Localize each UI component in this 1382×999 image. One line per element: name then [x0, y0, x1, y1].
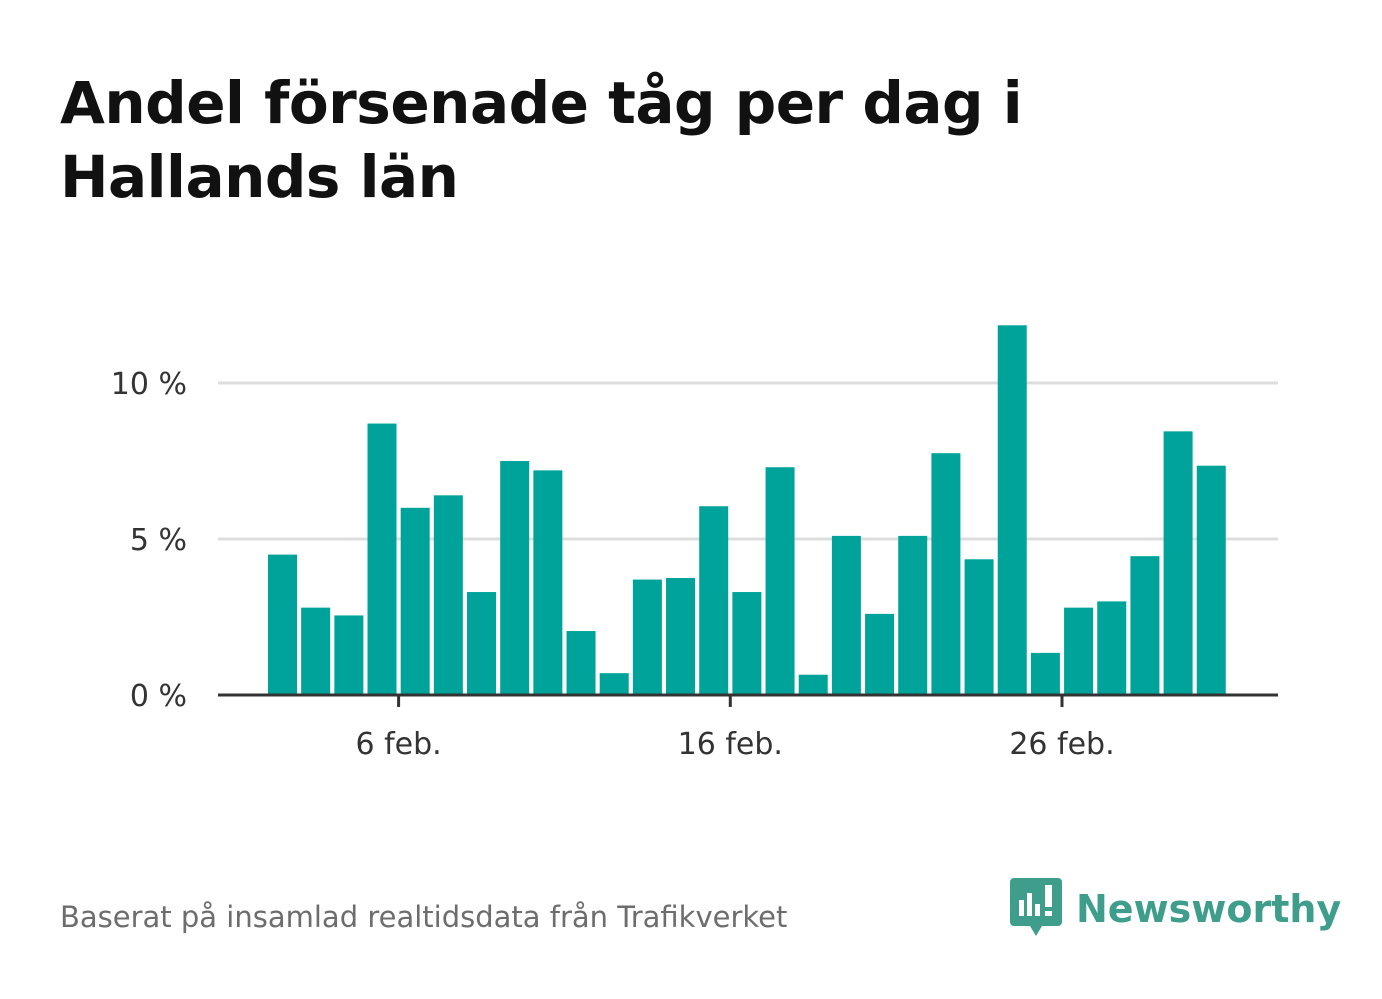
x-tick-label: 26 feb. — [1009, 727, 1114, 762]
bar-2024-02-19 — [831, 535, 861, 695]
bar-2024-02-21 — [898, 535, 928, 695]
bar-2024-02-12 — [599, 673, 629, 695]
bar-2024-02-14 — [666, 578, 696, 695]
x-axis-labels: 6 feb. 16 feb. 26 feb. — [355, 727, 1114, 762]
bars — [268, 325, 1226, 695]
bar-2024-02-06 — [400, 507, 430, 695]
x-tick-label: 6 feb. — [355, 727, 441, 762]
bar-2024-02-24 — [997, 325, 1027, 695]
bar-2024-02-05 — [367, 423, 397, 695]
bar-2024-02-25 — [1030, 652, 1060, 695]
bar-2024-02-11 — [566, 631, 596, 695]
bar-2024-02-08 — [467, 592, 497, 695]
bar-2024-02-03 — [301, 607, 331, 695]
chart-title: Andel försenade tåg per dag i Hallands l… — [60, 69, 1023, 211]
y-tick-label: 0 % — [130, 679, 187, 714]
bar-2024-02-26 — [1064, 607, 1094, 695]
bar-2024-03-01 — [1196, 465, 1226, 695]
bar-2024-02-17 — [765, 467, 795, 695]
bar-2024-02-16 — [732, 592, 762, 695]
bar-2024-02-18 — [798, 674, 828, 695]
y-tick-label: 5 % — [130, 523, 187, 558]
bar-2024-02-28 — [1130, 556, 1160, 695]
x-axis — [218, 693, 1278, 707]
bar-2024-02-07 — [433, 495, 463, 695]
y-axis-labels: 0 % 5 % 10 % — [111, 367, 187, 714]
bar-2024-02-27 — [1097, 601, 1127, 695]
newsworthy-logo-icon — [1010, 878, 1062, 936]
x-tick-label: 16 feb. — [678, 727, 783, 762]
brand-name: Newsworthy — [1076, 887, 1342, 931]
bar-2024-02-29 — [1163, 431, 1193, 695]
bar-2024-02-10 — [533, 470, 563, 695]
bar-2024-02-13 — [632, 579, 662, 695]
brand-logo: Newsworthy — [1010, 878, 1341, 940]
y-tick-label: 10 % — [111, 367, 187, 402]
bar-2024-02-02 — [268, 554, 297, 695]
bar-2024-02-23 — [964, 559, 994, 695]
bar-2024-02-15 — [699, 506, 729, 695]
bar-2024-02-04 — [334, 615, 364, 695]
bar-2024-02-09 — [500, 461, 530, 695]
source-note: Baserat på insamlad realtidsdata från Tr… — [60, 900, 788, 934]
bar-2024-02-20 — [865, 613, 895, 695]
bar-2024-02-22 — [931, 453, 961, 695]
